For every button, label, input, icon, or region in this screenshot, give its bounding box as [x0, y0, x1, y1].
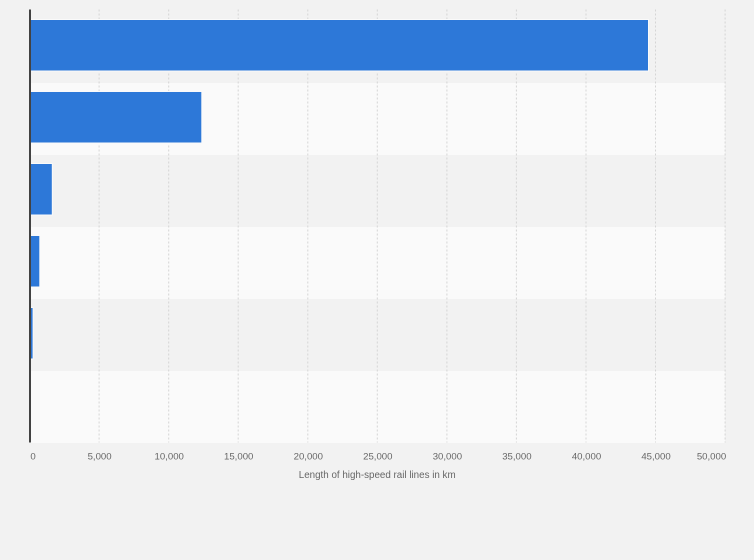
svg-text:20,000: 20,000 — [294, 451, 323, 462]
svg-text:40,000: 40,000 — [572, 451, 601, 462]
svg-text:30,000: 30,000 — [433, 451, 462, 462]
svg-text:Length of high-speed rail line: Length of high-speed rail lines in km — [299, 470, 456, 481]
svg-text:5,000: 5,000 — [88, 451, 112, 462]
svg-text:10,000: 10,000 — [155, 451, 184, 462]
svg-text:35,000: 35,000 — [502, 451, 531, 462]
svg-text:25,000: 25,000 — [363, 451, 392, 462]
svg-text:50,000: 50,000 — [697, 451, 726, 462]
svg-text:15,000: 15,000 — [224, 451, 253, 462]
svg-text:0: 0 — [30, 451, 35, 462]
svg-text:45,000: 45,000 — [641, 451, 670, 462]
